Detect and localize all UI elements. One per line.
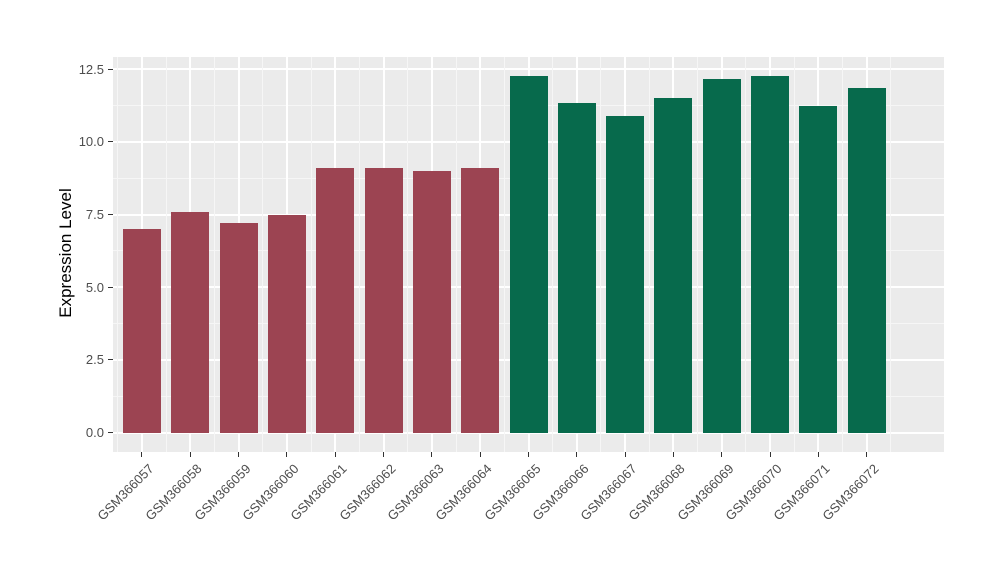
gridline-v-minor [793, 57, 795, 452]
gridline-v-minor [842, 57, 844, 452]
x-tick [189, 452, 191, 457]
y-tick [108, 359, 113, 361]
bar-GSM366065 [509, 76, 548, 433]
bar-GSM366067 [606, 115, 645, 433]
gridline-v-minor [890, 57, 892, 452]
x-tick [431, 452, 433, 457]
gridline-v-minor [117, 57, 119, 452]
gridline-v-minor [262, 57, 264, 452]
x-tick-label: GSM366058 [142, 461, 205, 524]
bar-GSM366063 [412, 170, 451, 433]
bar-GSM366060 [267, 214, 306, 433]
y-tick [108, 214, 113, 216]
bar-GSM366061 [316, 168, 355, 433]
x-tick-label: GSM366061 [287, 461, 350, 524]
x-tick [141, 452, 143, 457]
x-tick [334, 452, 336, 457]
x-tick [866, 452, 868, 457]
x-tick-label: GSM366072 [819, 461, 882, 524]
bar-GSM366062 [364, 168, 403, 433]
x-tick [721, 452, 723, 457]
x-tick [624, 452, 626, 457]
gridline-v-minor [697, 57, 699, 452]
bar-GSM366072 [847, 88, 886, 433]
x-tick [576, 452, 578, 457]
gridline-v-minor [455, 57, 457, 452]
x-tick [383, 452, 385, 457]
x-tick-label: GSM366065 [480, 461, 544, 524]
x-tick [238, 452, 240, 457]
x-tick-label: GSM366071 [770, 461, 833, 524]
x-tick [479, 452, 481, 457]
x-tick-label: GSM366064 [432, 461, 495, 524]
gridline-v-minor [165, 57, 167, 452]
x-tick [817, 452, 819, 457]
gridline-v-minor [745, 57, 747, 452]
bar-GSM366064 [461, 168, 500, 433]
x-tick [769, 452, 771, 457]
bar-GSM366058 [171, 211, 210, 433]
bar-GSM366071 [799, 105, 838, 433]
x-tick-label: GSM366068 [625, 461, 689, 524]
y-tick [108, 286, 113, 288]
bar-GSM366070 [751, 76, 790, 433]
y-tick [108, 432, 113, 434]
gridline-v-minor [600, 57, 602, 452]
y-tick-label: 7.5 [85, 207, 104, 223]
y-tick-label: 12.5 [78, 61, 104, 77]
gridline-v-minor [310, 57, 312, 452]
y-tick-label: 2.5 [85, 352, 104, 368]
bar-GSM366066 [557, 102, 596, 433]
y-tick [108, 141, 113, 143]
bar-GSM366057 [122, 229, 161, 433]
plot-panel [113, 57, 944, 452]
y-tick-label: 0.0 [85, 425, 104, 441]
y-tick [108, 68, 113, 70]
gridline-v-minor [407, 57, 409, 452]
gridline-v-minor [648, 57, 650, 452]
bar-GSM366069 [702, 79, 741, 433]
gridline-v-minor [552, 57, 554, 452]
gridline-v-minor [358, 57, 360, 452]
x-tick [286, 452, 288, 457]
bar-GSM366068 [654, 98, 693, 433]
x-tick [672, 452, 674, 457]
y-tick-label: 10.0 [78, 134, 104, 150]
bar-GSM366059 [219, 223, 258, 433]
gridline-v-minor [503, 57, 505, 452]
gridline-v-minor [213, 57, 215, 452]
y-tick-label: 5.0 [85, 279, 104, 295]
x-tick [528, 452, 529, 457]
